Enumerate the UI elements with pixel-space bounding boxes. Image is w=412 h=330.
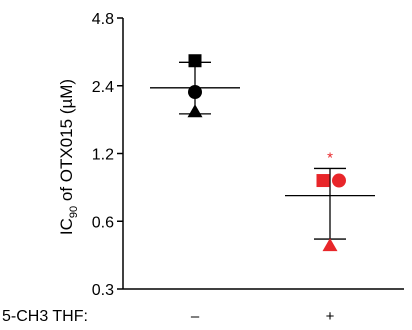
data-point-circle	[332, 173, 346, 188]
significance-asterisk: *	[327, 149, 333, 166]
data-point-square	[316, 174, 330, 188]
y-tick-label: 1.2	[92, 147, 114, 164]
y-axis-label: IC90 of OTX015 (µM)	[57, 79, 80, 235]
y-tick-label: 2.4	[92, 79, 114, 96]
x-category-label: +	[326, 308, 335, 325]
x-category-label: –	[191, 308, 200, 325]
data-point-triangle	[322, 238, 338, 252]
row-label: 5-CH3 THF:	[2, 308, 88, 325]
y-tick-label: 0.3	[92, 282, 114, 299]
data-point-triangle	[187, 104, 203, 118]
chart-marks: *	[150, 54, 375, 252]
y-tick-label: 4.8	[92, 11, 114, 28]
data-point-square	[188, 54, 202, 68]
y-tick-label: 0.6	[92, 214, 114, 231]
data-point-circle	[188, 85, 202, 100]
axes: 0.3 0.6 1.2 2.4 4.8 – +	[92, 11, 404, 325]
